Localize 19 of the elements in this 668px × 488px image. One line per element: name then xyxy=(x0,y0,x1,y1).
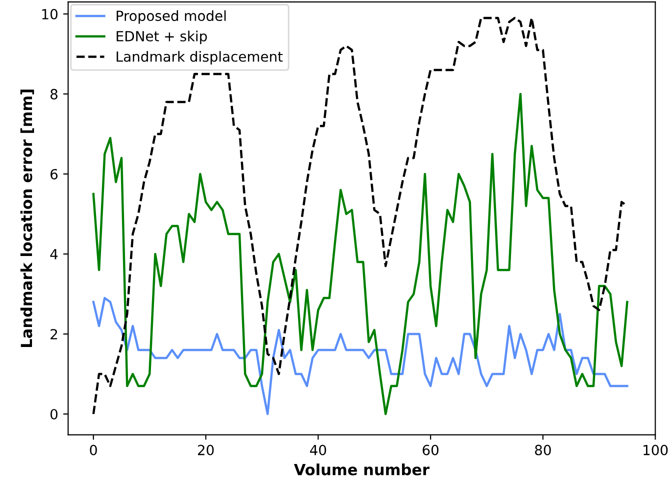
y-tick-label: 6 xyxy=(50,168,58,180)
y-tick-label: 2 xyxy=(50,328,58,340)
x-tick-label: 60 xyxy=(422,444,438,456)
x-tick-label: 0 xyxy=(90,444,97,456)
x-tick-label: 100 xyxy=(644,444,668,456)
line-series xyxy=(92,296,628,416)
y-tick-label: 0 xyxy=(50,408,58,420)
x-tick-label: 80 xyxy=(535,444,551,456)
x-axis-title: Volume number xyxy=(294,464,430,476)
x-tick-label: 20 xyxy=(198,444,214,456)
legend-label: Proposed model xyxy=(116,10,226,24)
legend-label: EDNet + skip xyxy=(116,30,207,44)
legend-label: Landmark displacement xyxy=(116,51,283,64)
x-tick-label: 40 xyxy=(310,444,326,456)
line-series xyxy=(92,92,628,416)
y-axis-title: Landmark location error [mm] xyxy=(20,90,34,347)
y-tick-label: 10 xyxy=(42,8,58,20)
y-tick-label: 8 xyxy=(50,88,58,100)
y-tick-label: 4 xyxy=(50,249,58,260)
